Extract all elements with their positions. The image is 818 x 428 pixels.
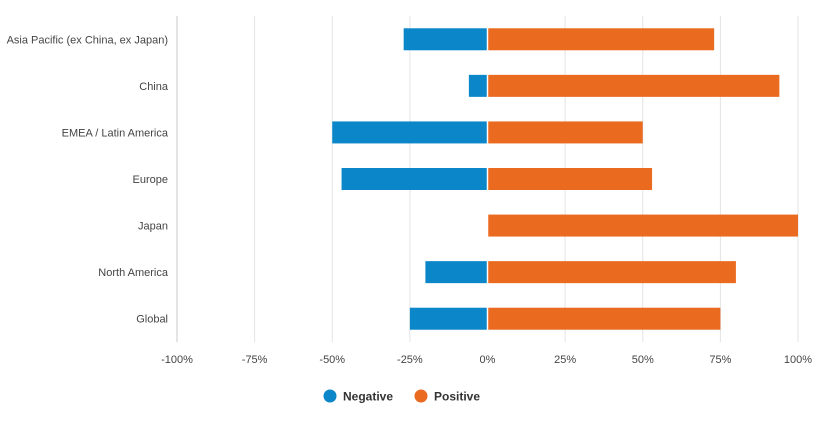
- x-tick-labels: -100% -75% -50% -25% 0% 25% 50% 75% 100%: [161, 354, 812, 366]
- bar-positive-2[interactable]: [487, 121, 643, 144]
- x-tick-label: 75%: [709, 354, 731, 366]
- bar-positive-0[interactable]: [487, 28, 715, 51]
- legend-swatch-positive: [414, 389, 428, 403]
- x-tick-label: -50%: [319, 354, 345, 366]
- x-tick-label: -100%: [161, 354, 193, 366]
- bar-negative-3[interactable]: [341, 168, 488, 190]
- x-tick-label: 100%: [784, 354, 812, 366]
- category-label: Japan: [138, 221, 168, 233]
- category-label: EMEA / Latin America: [62, 127, 169, 139]
- bar-positive-4[interactable]: [487, 214, 799, 237]
- bar-negative-0[interactable]: [403, 28, 488, 51]
- bar-positive-6[interactable]: [487, 307, 721, 330]
- legend-item-positive[interactable]: Positive: [414, 389, 481, 404]
- bars: [332, 28, 799, 330]
- legend-label: Positive: [434, 390, 480, 404]
- x-tick-label: -75%: [242, 354, 268, 366]
- legend-item-negative[interactable]: Negative: [323, 389, 394, 404]
- category-label: Global: [136, 314, 168, 326]
- category-label: China: [139, 81, 169, 93]
- bar-negative-1[interactable]: [468, 74, 488, 97]
- x-tick-label: 50%: [632, 354, 654, 366]
- x-tick-label: 0%: [480, 354, 496, 366]
- legend-swatch-negative: [323, 389, 337, 403]
- bar-negative-6[interactable]: [409, 307, 488, 330]
- bar-positive-1[interactable]: [487, 74, 780, 97]
- category-labels: Asia Pacific (ex China, ex Japan) China EM…: [7, 34, 169, 325]
- bar-positive-5[interactable]: [487, 261, 736, 284]
- legend: Negative Positive: [323, 389, 481, 404]
- legend-label: Negative: [343, 390, 393, 404]
- bar-negative-2[interactable]: [332, 121, 488, 144]
- x-tick-label: -25%: [397, 354, 423, 366]
- category-label: Asia Pacific (ex China, ex Japan): [7, 34, 168, 46]
- bar-negative-5[interactable]: [425, 261, 488, 284]
- category-label: North America: [98, 267, 169, 279]
- category-label: Europe: [133, 174, 168, 186]
- axes: [176, 16, 489, 342]
- bar-positive-3[interactable]: [487, 168, 653, 190]
- x-tick-label: 25%: [554, 354, 576, 366]
